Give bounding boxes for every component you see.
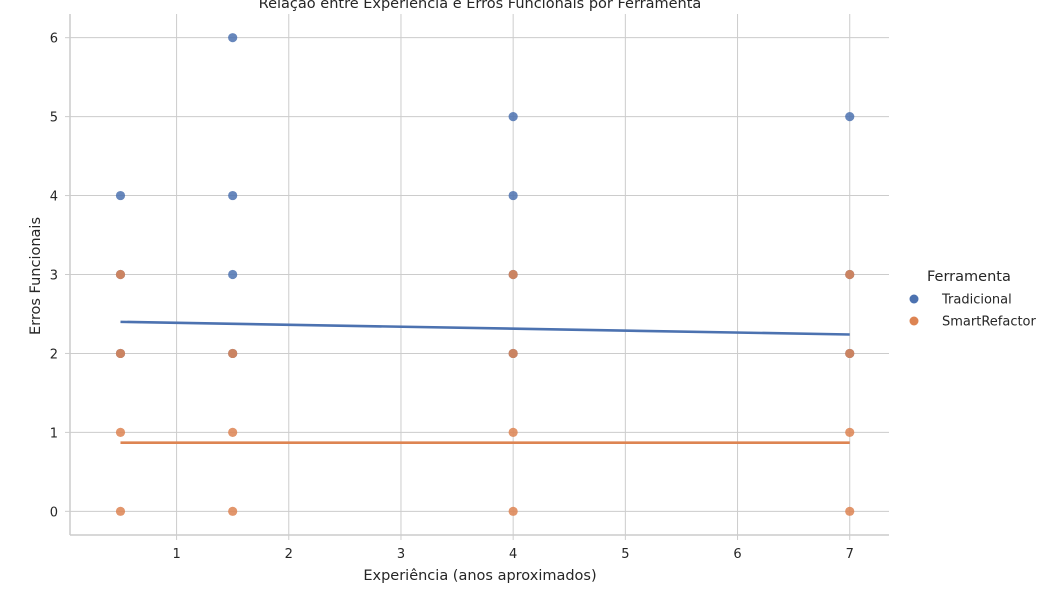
y-tick-labels: 0 1 2 3 4 5 6	[50, 32, 58, 521]
point-smartrefactor	[508, 427, 518, 437]
x-tick-label: 6	[733, 547, 741, 562]
point-smartrefactor	[115, 348, 126, 359]
point-smartrefactor	[228, 427, 238, 437]
x-tick-label: 4	[509, 547, 517, 562]
chart-title: Relação entre Experiência e Erros Funcio…	[259, 0, 702, 12]
point-tradicional	[508, 190, 518, 201]
x-tick-label: 5	[621, 547, 629, 562]
point-smartrefactor	[115, 427, 126, 437]
y-tick-label: 4	[50, 190, 58, 205]
point-smartrefactor	[845, 506, 855, 516]
point-smartrefactor	[508, 348, 518, 359]
x-tick-label: 2	[285, 547, 293, 562]
y-tick-label: 5	[50, 111, 58, 126]
y-tick-label: 0	[50, 505, 58, 520]
point-tradicional	[845, 112, 855, 122]
point-smartrefactor	[115, 506, 126, 516]
legend-label-tradicional: Tradicional	[941, 293, 1012, 308]
point-tradicional	[115, 190, 126, 201]
trend-line-tradicional	[120, 320, 850, 336]
x-axis-label: Experiência (anos aproximados)	[363, 568, 596, 584]
x-tick-labels: 1 2 3 4 5 6 7	[172, 547, 853, 562]
point-smartrefactor	[508, 269, 518, 280]
point-smartrefactor	[115, 269, 126, 280]
legend-marker-smartrefactor	[909, 316, 919, 326]
grid	[65, 14, 889, 540]
x-tick-label: 3	[397, 547, 405, 562]
x-tick-label: 7	[846, 547, 854, 562]
y-tick-label: 1	[50, 426, 58, 441]
axes	[69, 14, 889, 536]
point-tradicional	[228, 190, 238, 201]
point-smartrefactor	[845, 269, 855, 280]
trend-lines	[120, 320, 850, 444]
point-smartrefactor	[845, 427, 855, 437]
legend-label-smartrefactor: SmartRefactor	[942, 315, 1037, 330]
point-smartrefactor	[228, 506, 238, 516]
data-points	[115, 33, 855, 516]
point-smartrefactor	[845, 348, 855, 359]
y-tick-label: 3	[50, 269, 58, 284]
legend-marker-tradicional	[909, 294, 919, 304]
y-tick-label: 2	[50, 347, 58, 362]
point-tradicional	[508, 112, 518, 122]
y-tick-label: 6	[50, 32, 58, 47]
point-tradicional	[228, 269, 238, 280]
legend-title: Ferramenta	[927, 269, 1011, 285]
point-smartrefactor	[508, 506, 518, 516]
y-axis-label: Erros Funcionais	[28, 217, 44, 335]
x-tick-label: 1	[172, 547, 180, 562]
legend: Ferramenta Tradicional SmartRefactor	[909, 269, 1037, 330]
point-tradicional	[228, 33, 238, 43]
point-smartrefactor	[228, 348, 238, 359]
